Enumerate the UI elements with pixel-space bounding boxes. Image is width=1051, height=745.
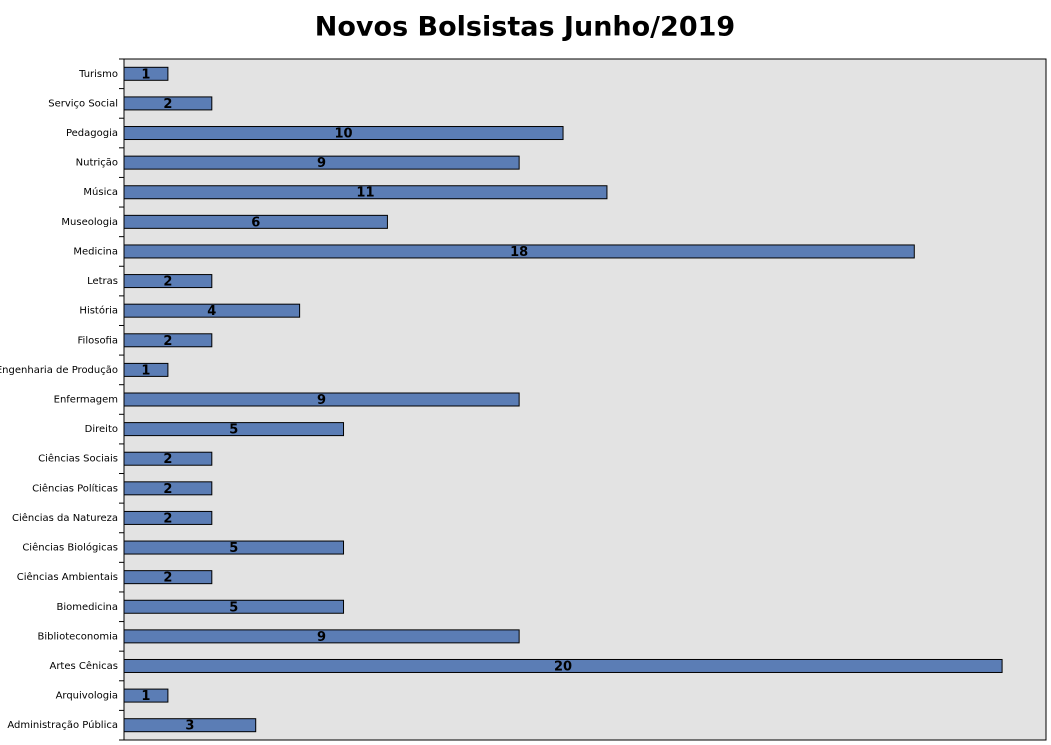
- bar: [123, 66, 169, 81]
- y-tick-label: Ciências Sociais: [38, 453, 118, 465]
- value-label: 6: [251, 215, 260, 230]
- y-tick-label: Ciências Políticas: [32, 482, 118, 494]
- bar: [123, 658, 1003, 673]
- bar: [123, 540, 345, 555]
- value-label: 5: [229, 541, 238, 556]
- y-tick-label: Biblioteconomia: [38, 631, 118, 642]
- bar: [123, 718, 257, 733]
- bar: [123, 481, 213, 496]
- value-label: 1: [141, 67, 150, 82]
- y-tick-label: Direito: [85, 424, 118, 435]
- y-tick-label: Letras: [87, 276, 118, 287]
- bar: [123, 214, 388, 229]
- bar: [123, 155, 520, 170]
- bar: [123, 362, 169, 377]
- bar: [123, 599, 345, 614]
- value-label: 1: [141, 689, 150, 704]
- y-tick-label: Música: [83, 186, 118, 198]
- value-label: 18: [510, 245, 528, 260]
- bar: [123, 422, 345, 437]
- bar: [123, 303, 301, 318]
- value-label: 1: [141, 363, 150, 378]
- bar: [123, 96, 213, 111]
- chart-title: Novos Bolsistas Junho/2019: [315, 12, 735, 43]
- value-label: 2: [163, 482, 172, 497]
- value-label: 2: [163, 275, 172, 290]
- y-tick-label: Artes Cênicas: [49, 660, 118, 672]
- value-label: 20: [554, 659, 572, 674]
- bar: [123, 510, 213, 525]
- bar: [123, 333, 213, 348]
- value-label: 3: [185, 719, 194, 734]
- y-tick-label: Ciências Biológicas: [22, 542, 118, 554]
- value-label: 5: [229, 600, 238, 615]
- value-label: 11: [356, 186, 374, 201]
- y-tick-label: Biomedicina: [56, 602, 118, 613]
- bar: [123, 688, 169, 703]
- bar: [123, 126, 564, 141]
- bar: [123, 629, 520, 644]
- y-tick-label: Pedagogia: [66, 128, 118, 139]
- value-label: 2: [163, 334, 172, 349]
- value-label: 9: [317, 630, 326, 645]
- bar: [123, 244, 915, 259]
- bar: [123, 451, 213, 466]
- bar: [123, 185, 608, 200]
- y-tick-label: Nutrição: [76, 158, 118, 169]
- y-tick-label: Ciências da Natureza: [12, 512, 118, 524]
- value-label: 2: [163, 97, 172, 112]
- value-label: 10: [334, 127, 352, 142]
- y-tick-label: História: [79, 305, 118, 317]
- bar: [123, 274, 213, 289]
- bar: [123, 392, 520, 407]
- value-label: 2: [163, 452, 172, 467]
- y-tick-label: Arquivologia: [56, 691, 118, 702]
- value-label: 9: [317, 393, 326, 408]
- y-tick-label: Turismo: [78, 69, 118, 80]
- y-tick-label: Ciências Ambientais: [17, 571, 118, 583]
- value-label: 5: [229, 423, 238, 438]
- value-label: 2: [163, 571, 172, 586]
- y-tick-label: Filosofia: [78, 335, 118, 346]
- y-tick-label: Museologia: [61, 217, 118, 228]
- y-tick-label: Engenharia de Produção: [0, 365, 118, 376]
- y-tick-label: Serviço Social: [48, 98, 118, 109]
- y-tick-label: Medicina: [73, 246, 118, 257]
- y-tick-label: Enfermagem: [54, 395, 118, 406]
- y-tick-label: Administração Pública: [7, 719, 118, 731]
- value-label: 4: [207, 304, 216, 319]
- value-label: 2: [163, 511, 172, 526]
- value-label: 9: [317, 156, 326, 171]
- bar: [123, 570, 213, 585]
